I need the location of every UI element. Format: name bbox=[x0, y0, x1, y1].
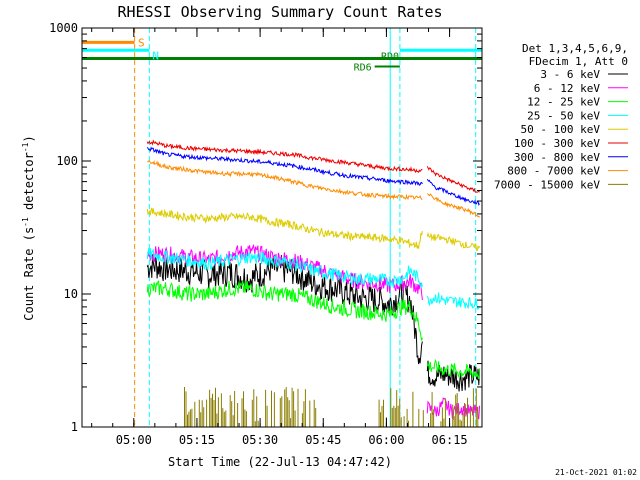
y-label-end: ) bbox=[22, 135, 36, 142]
series-line-5 bbox=[146, 139, 423, 174]
y-label-main: Count Rate (s bbox=[22, 227, 36, 321]
legend-label-5: 100 - 300 keV bbox=[514, 137, 600, 150]
x-tick-label-3: 05:45 bbox=[305, 433, 341, 447]
axis-ticks: 05:00 05:15 05:30 05:45 06:00 06:15 1 10 100 1000 bbox=[49, 21, 482, 447]
x-axis-label: Start Time (22-Jul-13 04:47:42) bbox=[168, 455, 392, 469]
legend-header-line-2: FDecim 1, Att 0 bbox=[529, 55, 628, 68]
series-late-line-5 bbox=[426, 166, 480, 193]
series-line-8 bbox=[184, 387, 479, 427]
legend-label-0: 3 - 6 keV bbox=[540, 68, 600, 81]
series-line-6 bbox=[146, 146, 423, 186]
flag-label-s: S bbox=[138, 36, 145, 49]
legend-label-7: 800 - 7000 keV bbox=[507, 165, 600, 178]
plot-content: SN RD0 RD6 bbox=[82, 28, 482, 427]
x-tick-label-2: 05:30 bbox=[242, 433, 278, 447]
timestamp: 21-Oct-2021 01:02 bbox=[555, 468, 637, 477]
flag-label-rd6: RD6 bbox=[354, 62, 372, 73]
series-late-line-7 bbox=[426, 193, 480, 218]
y-tick-label-2: 100 bbox=[56, 154, 78, 168]
x-tick-label-5: 06:15 bbox=[432, 433, 468, 447]
y-tick-label-3: 1000 bbox=[49, 21, 78, 35]
series-late-line-0 bbox=[426, 360, 481, 392]
y-tick-label-1: 10 bbox=[64, 287, 78, 301]
series-line-7 bbox=[147, 159, 423, 201]
series-line-2 bbox=[146, 280, 423, 341]
y-axis-label: Count Rate (s-1 detector-1) bbox=[21, 135, 36, 320]
y-label-sup-1: -1 bbox=[21, 217, 30, 227]
y-label-sup-2: -1 bbox=[21, 142, 30, 152]
legend-label-2: 12 - 25 keV bbox=[527, 96, 600, 109]
flag-label-rd0: RD0 bbox=[381, 51, 399, 62]
flag-label-n: N bbox=[152, 49, 159, 62]
legend-label-8: 7000 - 15000 keV bbox=[494, 178, 600, 191]
series-line-4 bbox=[146, 207, 423, 249]
legend: Det 1,3,4,5,6,9, FDecim 1, Att 0 3 - 6 k… bbox=[494, 42, 628, 191]
legend-label-1: 6 - 12 keV bbox=[534, 82, 601, 95]
series-late-line-3 bbox=[426, 292, 480, 310]
series-late-line-6 bbox=[426, 178, 480, 206]
x-tick-label-0: 05:00 bbox=[116, 433, 152, 447]
legend-label-6: 300 - 800 keV bbox=[514, 151, 600, 164]
series-line-0 bbox=[146, 253, 423, 365]
legend-header-line-1: Det 1,3,4,5,6,9, bbox=[522, 42, 628, 55]
series-late-line-2 bbox=[426, 358, 481, 380]
chart-title: RHESSI Observing Summary Count Rates bbox=[117, 3, 442, 21]
legend-label-4: 50 - 100 keV bbox=[521, 123, 601, 136]
x-tick-label-1: 05:15 bbox=[179, 433, 215, 447]
legend-label-3: 25 - 50 keV bbox=[527, 109, 600, 122]
y-tick-label-0: 1 bbox=[71, 420, 78, 434]
x-tick-label-4: 06:00 bbox=[368, 433, 404, 447]
series-line-3 bbox=[146, 247, 423, 289]
series-late-line-4 bbox=[426, 231, 481, 251]
plot-frame bbox=[81, 27, 483, 428]
y-label-mid: detector bbox=[22, 152, 36, 217]
